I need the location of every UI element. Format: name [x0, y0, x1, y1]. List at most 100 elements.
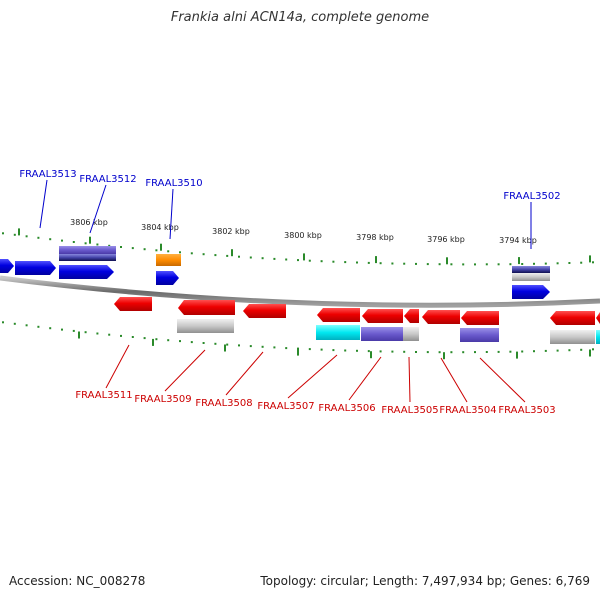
- scale-dot: [332, 260, 335, 263]
- scale-dot: [72, 241, 75, 243]
- scale-dot: [37, 325, 40, 328]
- scale-dot: [344, 349, 347, 352]
- gene-arrow[interactable]: [550, 311, 595, 325]
- gene-arrow[interactable]: [362, 309, 403, 323]
- scale-dot: [544, 349, 547, 352]
- scale-dot: [308, 348, 311, 351]
- scale-dot: [568, 262, 571, 264]
- gene-box[interactable]: [460, 328, 499, 342]
- gene-arrow[interactable]: [15, 261, 56, 275]
- scale-dot: [556, 349, 559, 352]
- gene-label-fraal3508[interactable]: FRAAL3508: [195, 398, 252, 409]
- scale-dot: [273, 346, 276, 349]
- gene-label-fraal3513[interactable]: FRAAL3513: [19, 169, 76, 180]
- label-leader: [287, 354, 338, 399]
- gene-arrow[interactable]: [0, 259, 14, 273]
- gene-box[interactable]: [361, 327, 403, 341]
- gene-box[interactable]: [316, 325, 360, 340]
- gene-label-fraal3507[interactable]: FRAAL3507: [257, 401, 314, 412]
- gene-arrow[interactable]: [317, 308, 360, 322]
- scale-major-tick: [78, 331, 80, 339]
- scale-dot: [367, 261, 370, 264]
- label-leader: [105, 344, 130, 389]
- scale-dot: [426, 351, 429, 354]
- scale-dot: [25, 235, 28, 238]
- gene-arrow[interactable]: [156, 271, 179, 285]
- gene-label-fraal3503[interactable]: FRAAL3503: [498, 405, 555, 416]
- gene-arrow[interactable]: [114, 297, 152, 311]
- gene-label-fraal3502[interactable]: FRAAL3502: [503, 191, 560, 202]
- scale-dot: [13, 233, 16, 236]
- gene-box[interactable]: [596, 330, 600, 344]
- scale-dot: [403, 350, 406, 353]
- gene-box[interactable]: [177, 319, 234, 333]
- gene-label-fraal3506[interactable]: FRAAL3506: [318, 403, 375, 414]
- scale-dot: [533, 262, 535, 265]
- scale-dot: [249, 345, 252, 348]
- gene-box[interactable]: [59, 246, 116, 254]
- forward-tick-track: [2, 228, 594, 266]
- gene-label-fraal3511[interactable]: FRAAL3511: [75, 390, 132, 401]
- scale-dot: [49, 327, 52, 330]
- scale-dot: [108, 244, 111, 247]
- scale-dot: [462, 263, 465, 266]
- gene-label-fraal3510[interactable]: FRAAL3510: [145, 178, 202, 189]
- forward-gene-labels: FRAAL3513 FRAAL3512 FRAAL3510 FRAAL3502: [19, 169, 561, 249]
- gene-box[interactable]: [512, 266, 550, 273]
- kbp-label: 3806 kbp: [70, 218, 108, 227]
- label-leader: [479, 357, 526, 403]
- scale-dot: [450, 351, 453, 354]
- scale-dot: [438, 351, 441, 354]
- scale-dot: [544, 262, 547, 265]
- scale-major-tick: [375, 256, 377, 264]
- gene-label-fraal3509[interactable]: FRAAL3509: [134, 394, 191, 405]
- scale-dot: [474, 351, 476, 354]
- scale-dot: [356, 349, 358, 352]
- scale-dot: [72, 329, 75, 332]
- scale-dot: [415, 351, 417, 353]
- gene-label-fraal3512[interactable]: FRAAL3512: [79, 174, 136, 185]
- gene-arrow[interactable]: [596, 312, 600, 324]
- scale-dot: [131, 247, 134, 250]
- scale-dot: [485, 263, 488, 266]
- scale-major-tick: [443, 352, 445, 360]
- scale-dot: [13, 322, 16, 325]
- label-leader: [225, 351, 264, 396]
- scale-dot: [214, 254, 217, 257]
- scale-dot: [568, 349, 571, 352]
- scale-major-tick: [516, 351, 518, 359]
- scale-dot: [521, 263, 524, 265]
- scale-dot: [2, 232, 4, 235]
- scale-dot: [391, 262, 394, 265]
- scale-dot: [344, 261, 347, 264]
- gene-arrow[interactable]: [461, 311, 499, 325]
- label-leader: [169, 188, 174, 240]
- scale-dot: [96, 332, 99, 335]
- gene-box[interactable]: [550, 330, 595, 344]
- gene-arrow[interactable]: [404, 309, 419, 323]
- gene-arrow[interactable]: [243, 304, 286, 318]
- gene-box[interactable]: [156, 254, 181, 266]
- scale-major-tick: [303, 253, 305, 261]
- gene-box[interactable]: [59, 254, 116, 261]
- scale-dot: [238, 344, 240, 347]
- map-title: Frankia alni ACN14a, complete genome: [170, 10, 430, 25]
- scale-dot: [580, 261, 583, 264]
- gene-label-fraal3505[interactable]: FRAAL3505: [381, 405, 438, 416]
- genome-backbone: [0, 275, 600, 308]
- gene-box[interactable]: [512, 273, 550, 281]
- scale-dot: [356, 261, 358, 264]
- scale-dot: [533, 350, 535, 353]
- scale-dot: [179, 251, 181, 254]
- gene-box[interactable]: [403, 327, 419, 341]
- label-leader: [408, 356, 411, 403]
- gene-label-fraal3504[interactable]: FRAAL3504: [439, 405, 496, 416]
- gene-arrow[interactable]: [422, 310, 460, 324]
- scale-dot: [143, 337, 146, 340]
- kbp-label: 3794 kbp: [499, 236, 537, 245]
- scale-dot: [249, 256, 252, 259]
- gene-arrow[interactable]: [59, 265, 114, 279]
- gene-arrow[interactable]: [512, 285, 550, 299]
- gene-arrow[interactable]: [178, 300, 235, 315]
- scale-major-tick: [231, 249, 233, 257]
